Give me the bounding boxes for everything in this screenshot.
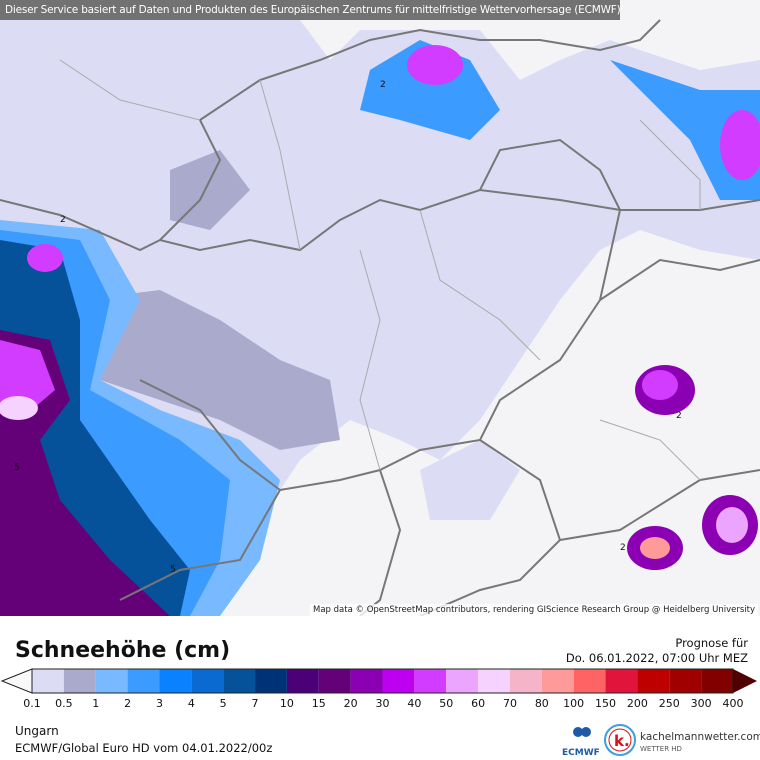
svg-text:ECMWF: ECMWF: [562, 748, 600, 758]
legend-swatch: [255, 669, 287, 693]
legend-swatch: [605, 669, 638, 693]
color-scale-bar: [0, 668, 757, 694]
legend-tick-label: 70: [502, 697, 517, 710]
contour-label: 5: [170, 565, 176, 575]
legend-tick-label: 7: [251, 697, 259, 710]
forecast-time: Prognose für Do. 06.01.2022, 07:00 Uhr M…: [566, 636, 748, 666]
contour-label: 2: [380, 80, 386, 90]
map-layer: 2 2 2 2 5 5: [0, 19, 760, 616]
legend-swatch: [541, 669, 574, 693]
contour-label: 5: [14, 463, 20, 473]
legend-tick-label: 15: [311, 697, 326, 710]
legend-swatch: [382, 669, 415, 693]
legend-tick-label: 250: [658, 697, 680, 710]
snow-peak-east-1-core: [642, 370, 678, 400]
legend-tick-label: 4: [187, 697, 195, 710]
legend-tick-label: 20: [343, 697, 358, 710]
snow-area-grey: [80, 290, 340, 450]
legend-under-arrow: [0, 668, 33, 694]
snow-peak-west-2: [0, 396, 38, 420]
legend-tick-label: 100: [563, 697, 585, 710]
kachelmann-logo[interactable]: k. kachelmannwetter.com WETTER HD: [604, 724, 760, 756]
legend-tick-label: 1: [92, 697, 100, 710]
contour-label: 2: [620, 543, 626, 553]
legend-tick-label: 5: [219, 697, 227, 710]
ecmwf-credit-banner: Dieser Service basiert auf Daten und Pro…: [0, 0, 621, 20]
legend-swatch: [669, 669, 702, 693]
map-attribution[interactable]: Map data © OpenStreetMap contributors, r…: [310, 604, 758, 616]
legend-swatch: [446, 669, 479, 693]
legend-tick-label: 3: [155, 697, 163, 710]
snow-area-north: [360, 40, 500, 140]
legend-tick-label: 0.1: [23, 697, 41, 710]
ecmwf-logo: ECMWF: [562, 727, 600, 758]
snow-peak-east-2-core: [640, 537, 670, 559]
legend-tick-label: 400: [722, 697, 744, 710]
forecast-label: Prognose für: [675, 636, 748, 650]
snow-areas: [0, 20, 760, 616]
snow-area-15cm: [0, 330, 170, 616]
legend-swatch: [701, 669, 733, 693]
legend-tick-label: 30: [375, 697, 390, 710]
model-run: ECMWF/Global Euro HD vom 04.01.2022/00z: [15, 741, 273, 755]
legend-swatch: [223, 669, 256, 693]
legend-swatch: [414, 669, 447, 693]
legend-swatch: [318, 669, 351, 693]
legend-title: Schneehöhe (cm): [15, 638, 231, 663]
legend-tick-label: 10: [279, 697, 294, 710]
region-borders: [59, 59, 701, 481]
snow-peak-west-1: [27, 244, 63, 272]
legend-over-arrow: [733, 669, 757, 693]
legend-swatch: [573, 669, 606, 693]
legend-swatch: [509, 669, 542, 693]
svg-text:WETTER HD: WETTER HD: [640, 745, 682, 753]
legend-swatch: [63, 669, 96, 693]
contour-label: 2: [676, 411, 682, 421]
color-scale-labels: 0.1 0.5 1 2 3 4 5 7 10 15 20 30 40 50 60 70 80 100 150 200 2…: [0, 697, 760, 711]
svg-text:kachelmannwetter.com: kachelmannwetter.com: [640, 731, 760, 743]
logos: ECMWF k. kachelmannwetter.com WETTER HD: [562, 724, 760, 758]
legend-tick-label: 50: [439, 697, 454, 710]
forecast-datetime: Do. 06.01.2022, 07:00 Uhr MEZ: [565, 651, 748, 665]
country-borders: [0, 19, 760, 616]
svg-text:k.: k.: [614, 732, 630, 750]
legend-tick-label: 150: [595, 697, 617, 710]
legend-tick-label: 300: [690, 697, 712, 710]
legend-swatch: [159, 669, 192, 693]
legend-tick-label: 60: [471, 697, 486, 710]
snow-peak-north: [407, 45, 463, 85]
legend-swatch: [637, 669, 670, 693]
contour-label: 2: [60, 215, 66, 225]
legend-swatch: [350, 669, 383, 693]
legend-tick-label: 2: [124, 697, 132, 710]
snow-area-northeast: [610, 60, 760, 200]
region-name: Ungarn: [15, 724, 59, 738]
legend-swatch: [95, 669, 128, 693]
snow-area-light-east: [420, 440, 520, 520]
snow-peak-east-3-core: [716, 507, 748, 543]
legend-swatch: [32, 669, 64, 693]
legend-swatch: [478, 669, 510, 693]
snow-depth-map[interactable]: 2 2 2 2 5 5 Dieser Service basiert auf D…: [0, 0, 760, 616]
legend-swatch: [286, 669, 319, 693]
snow-peak-northeast: [720, 110, 760, 180]
legend-tick-label: 0.5: [55, 697, 73, 710]
legend-swatch: [127, 669, 160, 693]
legend-tick-label: 200: [626, 697, 648, 710]
legend-tick-label: 80: [534, 697, 549, 710]
legend-tick-label: 40: [407, 697, 422, 710]
legend-swatch: [191, 669, 224, 693]
